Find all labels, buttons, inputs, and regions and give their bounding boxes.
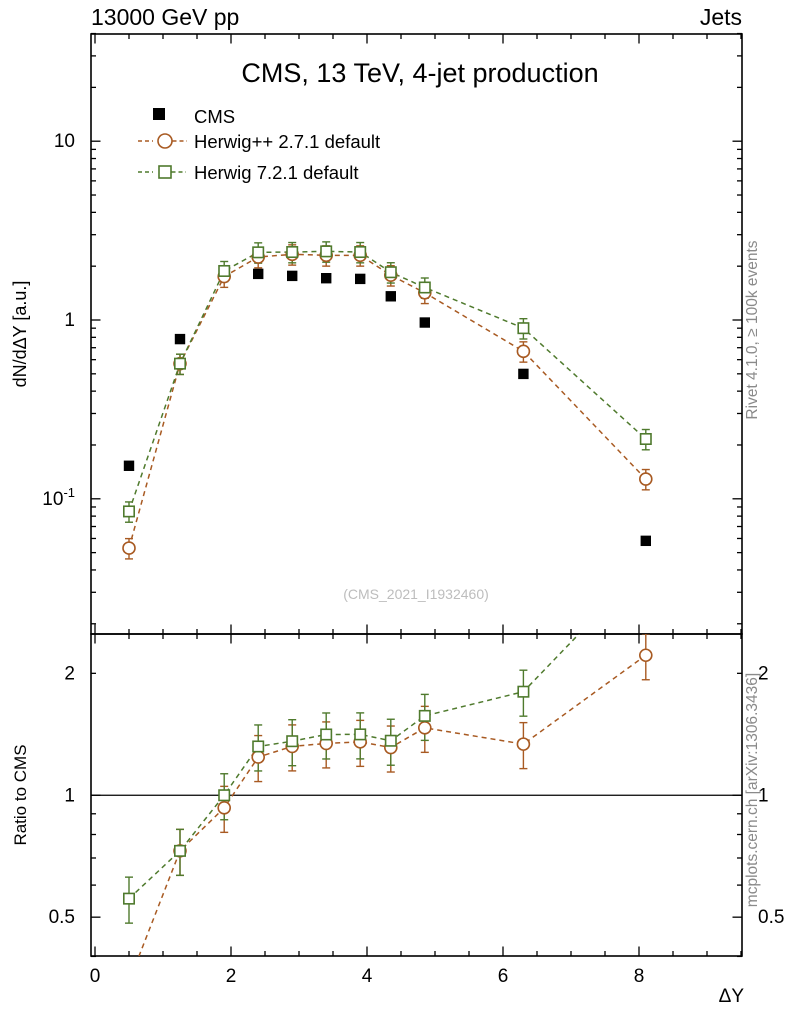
svg-text:CMS: CMS bbox=[194, 106, 235, 127]
svg-text:Herwig++ 2.7.1 default: Herwig++ 2.7.1 default bbox=[194, 131, 380, 152]
svg-text:dN/dΔY [a.u.]: dN/dΔY [a.u.] bbox=[10, 281, 30, 388]
svg-text:1: 1 bbox=[64, 310, 75, 331]
svg-text:(CMS_2021_I1932460): (CMS_2021_I1932460) bbox=[343, 586, 489, 602]
svg-text:Ratio to CMS: Ratio to CMS bbox=[11, 744, 30, 845]
svg-text:6: 6 bbox=[498, 966, 509, 987]
svg-text:4: 4 bbox=[362, 966, 373, 987]
svg-text:Rivet 4.1.0, ≥ 100k events: Rivet 4.1.0, ≥ 100k events bbox=[744, 240, 761, 419]
svg-text:0.5: 0.5 bbox=[49, 907, 75, 928]
svg-text:mcplots.cern.ch [arXiv:1306.34: mcplots.cern.ch [arXiv:1306.3436] bbox=[744, 673, 761, 907]
svg-text:Jets: Jets bbox=[700, 4, 742, 30]
svg-text:Herwig 7.2.1 default: Herwig 7.2.1 default bbox=[194, 162, 359, 183]
svg-text:CMS, 13 TeV, 4-jet production: CMS, 13 TeV, 4-jet production bbox=[241, 58, 598, 88]
svg-text:2: 2 bbox=[64, 663, 75, 684]
svg-text:10: 10 bbox=[54, 131, 75, 152]
svg-text:13000 GeV pp: 13000 GeV pp bbox=[91, 4, 239, 30]
svg-text:0.5: 0.5 bbox=[758, 907, 784, 928]
svg-text:2: 2 bbox=[226, 966, 237, 987]
svg-text:0: 0 bbox=[90, 966, 101, 987]
svg-text:8: 8 bbox=[634, 966, 645, 987]
svg-text:1: 1 bbox=[64, 785, 75, 806]
svg-text:ΔY: ΔY bbox=[719, 986, 745, 1007]
